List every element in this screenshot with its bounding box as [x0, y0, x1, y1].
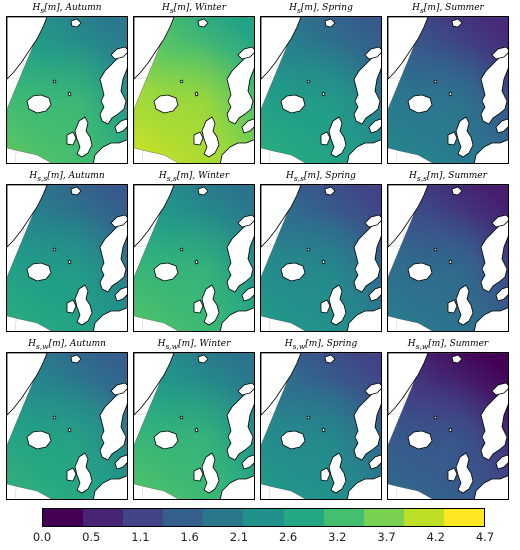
wave-height-map [261, 17, 381, 163]
map-frame [133, 352, 255, 500]
colorbar-tick-label: 2.1 [229, 530, 249, 544]
panel-title: Hs,w[m], Winter [157, 339, 231, 351]
wave-height-map [388, 17, 508, 163]
landmasses [261, 353, 381, 499]
colorbar-tick-label: 0.0 [32, 530, 52, 544]
colorbar-tick-label: 3.7 [377, 530, 396, 544]
map-frame [387, 16, 509, 164]
panel-title: Hs,w[m], Spring [284, 339, 358, 351]
landmasses [134, 185, 254, 331]
colorbar-segment [443, 509, 485, 526]
map-frame [6, 352, 128, 500]
map-frame [260, 184, 382, 332]
wave-height-map [7, 185, 127, 331]
colorbar-tick-label: 0.5 [82, 530, 101, 544]
colorbar-segment [403, 509, 444, 526]
colorbar-tick-label: 3.2 [328, 530, 347, 544]
wave-height-map [261, 353, 381, 499]
map-frame [6, 16, 128, 164]
colorbar-tick-label: 1.1 [131, 530, 150, 544]
landmasses [261, 17, 381, 163]
wave-height-map [388, 185, 508, 331]
wave-height-map [134, 353, 254, 499]
landmasses [261, 185, 381, 331]
colorbar-segment [43, 509, 84, 526]
landmasses [134, 353, 254, 499]
colorbar-segment [123, 509, 164, 526]
colorbar-tick-label: 4.2 [426, 530, 445, 544]
landmasses [388, 185, 508, 331]
map-frame [260, 16, 382, 164]
panel-title: Hs[m], Spring [289, 3, 353, 15]
wave-height-map [388, 353, 508, 499]
wave-height-map [261, 185, 381, 331]
map-frame [6, 184, 128, 332]
panel-title: Hs,s[m], Winter [158, 171, 230, 183]
colorbar-segment [203, 509, 244, 526]
map-frame [133, 16, 255, 164]
landmasses [7, 185, 127, 331]
landmasses [7, 17, 127, 163]
colorbar-tick-label: 1.6 [180, 530, 199, 544]
panel-title: Hs,w[m], Autumn [28, 339, 106, 351]
colorbar-segment [83, 509, 124, 526]
map-frame [387, 352, 509, 500]
map-frame [260, 352, 382, 500]
panel-title: Hs,s[m], Spring [286, 171, 356, 183]
landmasses [7, 353, 127, 499]
panel-title: Hs[m], Autumn [32, 3, 102, 15]
panel-title: Hs,s[m], Summer [409, 171, 487, 183]
colorbar-tick-label: 4.7 [475, 530, 495, 544]
colorbar-segment [243, 509, 284, 526]
map-frame [133, 184, 255, 332]
wave-height-map [7, 17, 127, 163]
colorbar-segment [323, 509, 364, 526]
landmasses [388, 17, 508, 163]
panel-title: Hs[m], Winter [161, 3, 227, 15]
panel-title: Hs,w[m], Summer [407, 339, 489, 351]
landmasses [388, 353, 508, 499]
wave-height-map [134, 17, 254, 163]
wave-height-map [7, 353, 127, 499]
colorbar-tick-label: 2.6 [278, 530, 298, 544]
colorbar-segment [283, 509, 324, 526]
panel-title: Hs,s[m], Autumn [29, 171, 105, 183]
landmasses [134, 17, 254, 163]
map-frame [387, 184, 509, 332]
colorbar-segment [163, 509, 204, 526]
colorbar-segment [363, 509, 404, 526]
wave-height-map [134, 185, 254, 331]
panel-title: Hs[m], Summer [412, 3, 484, 15]
colorbar [42, 508, 485, 527]
